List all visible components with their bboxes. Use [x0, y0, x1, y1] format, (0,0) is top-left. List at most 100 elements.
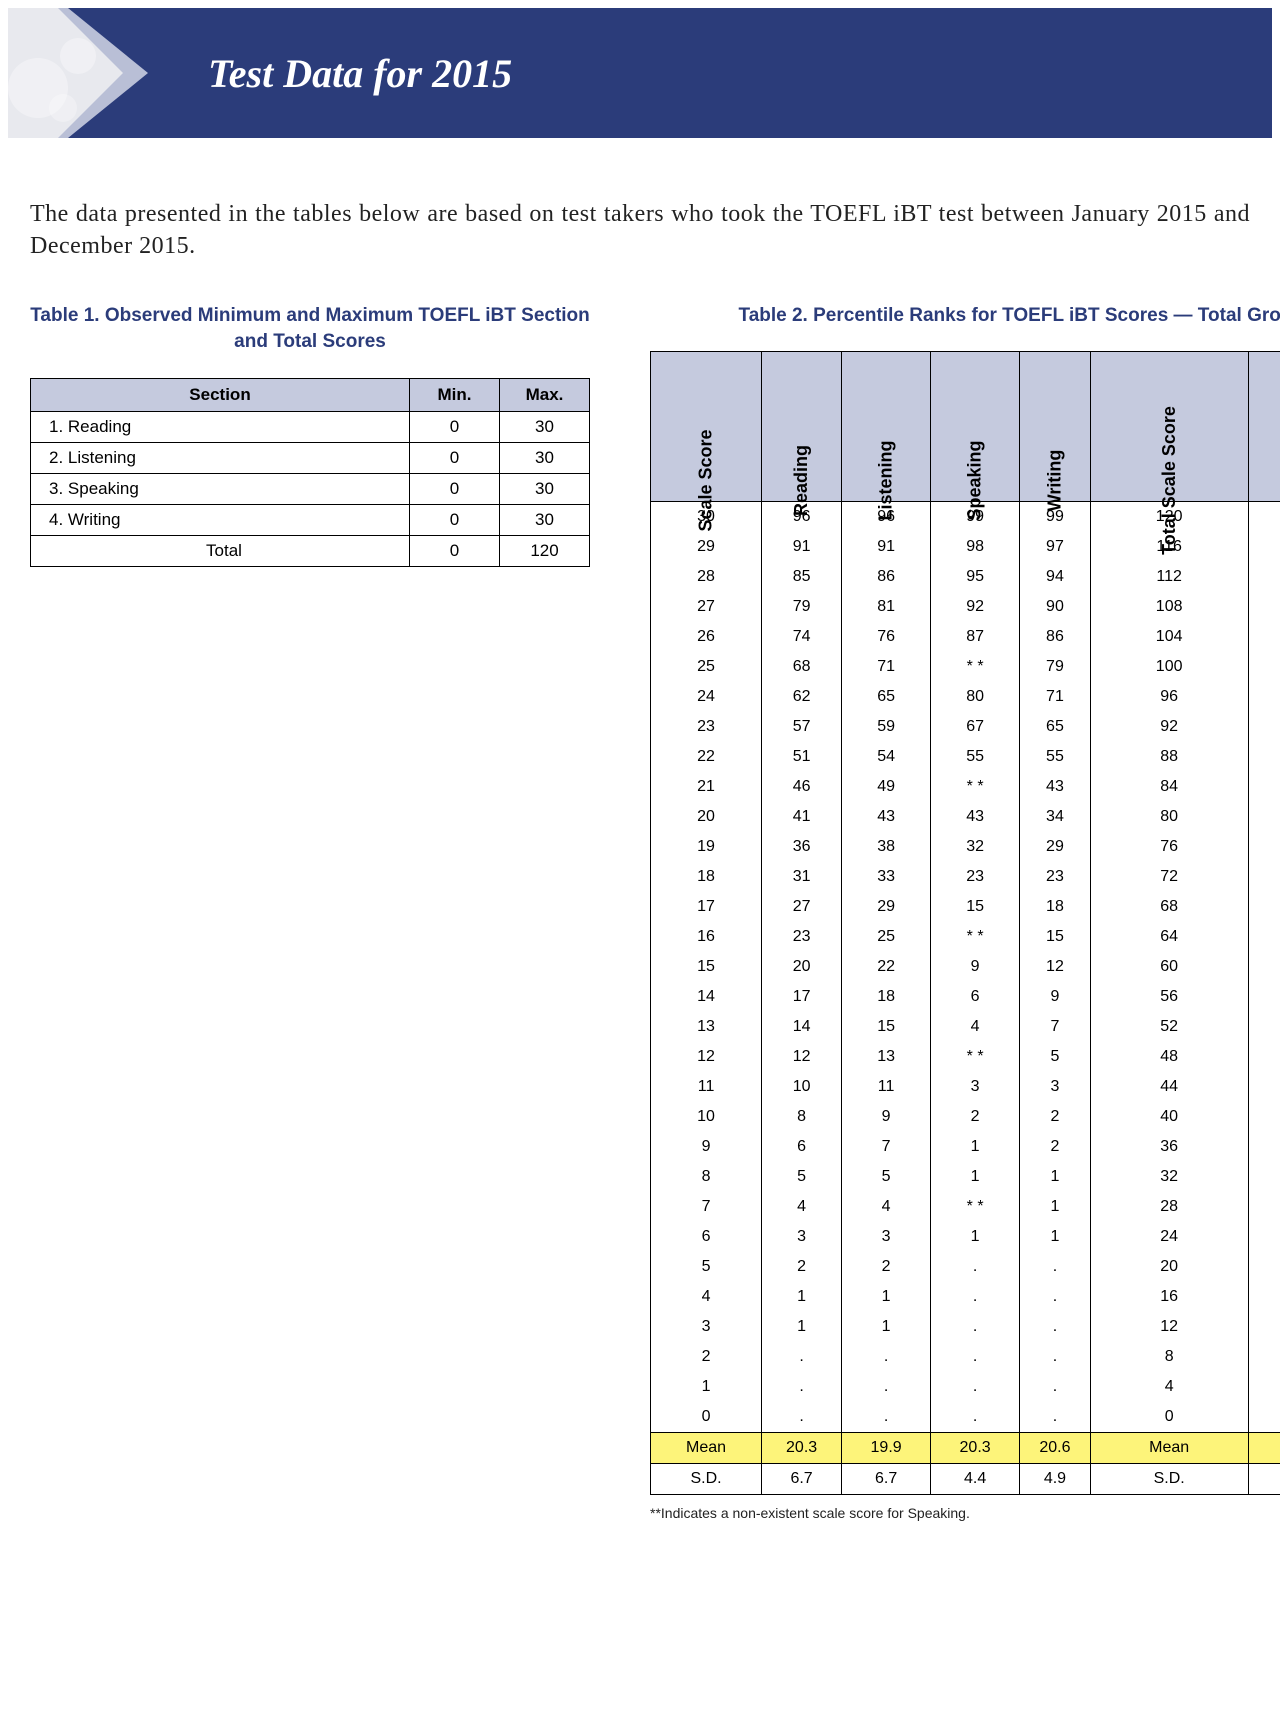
table2-cell: 48: [1090, 1042, 1248, 1072]
table2-cell: 60: [1090, 952, 1248, 982]
table2-cell: 9: [931, 952, 1020, 982]
table-row: 2. Listening030: [31, 442, 590, 473]
table2-cell: 3: [651, 1312, 762, 1342]
table2-cell: 71: [1020, 682, 1091, 712]
table2-header-label: Writing: [1044, 450, 1065, 512]
table-row: 141718695612: [651, 982, 1280, 1012]
table2-cell: 25: [651, 652, 762, 682]
table2-cell: 22: [842, 952, 931, 982]
table2-cell: * *: [931, 772, 1020, 802]
table2-cell: .: [762, 1372, 842, 1402]
table2-header-label: Speaking: [965, 441, 986, 521]
table-row: 1....4.: [651, 1372, 1280, 1402]
table2-sd-cell: 20: [1248, 1464, 1280, 1495]
table1: Section Min. Max. 1. Reading0302. Listen…: [30, 378, 590, 567]
table-row: 288586959411297: [651, 562, 1280, 592]
table2-cell: 27: [762, 892, 842, 922]
table2-cell: 1: [931, 1132, 1020, 1162]
table2-cell: 9: [1248, 1012, 1280, 1042]
table2-cell: 26: [651, 622, 762, 652]
table2-cell: 64: [1090, 922, 1248, 952]
table2-cell: 3: [931, 1072, 1020, 1102]
table-row: 4. Writing030: [31, 504, 590, 535]
table-row: 299191989711699: [651, 532, 1280, 562]
table2-cell: 108: [1090, 592, 1248, 622]
table2-cell: 23: [1020, 862, 1091, 892]
table2-cell: 97: [1248, 562, 1280, 592]
column-right: Table 2. Percentile Ranks for TOEFL iBT …: [650, 303, 1280, 1522]
table2-cell: 9: [1020, 982, 1091, 1012]
table1-cell-max: 30: [500, 442, 590, 473]
table2-cell: 76: [842, 622, 931, 652]
table2-cell: 7: [1020, 1012, 1091, 1042]
table2-cell: .: [1248, 1372, 1280, 1402]
table2-cell: 5: [651, 1252, 762, 1282]
table2-cell: 32: [931, 832, 1020, 862]
table-row: 411..16.: [651, 1282, 1280, 1312]
table2-cell: 1: [1020, 1192, 1091, 1222]
table2-cell: .: [1020, 1252, 1091, 1282]
table2-cell: 104: [1090, 622, 1248, 652]
table2-cell: 15: [1248, 952, 1280, 982]
table2-cell: 16: [651, 922, 762, 952]
table1-total-max: 120: [500, 535, 590, 566]
table-row: 311..12.: [651, 1312, 1280, 1342]
table-row: 23575967659266: [651, 712, 1280, 742]
table2-cell: .: [931, 1402, 1020, 1433]
table2-cell: 66: [1248, 712, 1280, 742]
content-area: Table 1. Observed Minimum and Maximum TO…: [0, 303, 1280, 1552]
table-row: 63311241: [651, 1222, 1280, 1252]
table2-cell: 2: [1248, 1132, 1280, 1162]
table2-cell: 44: [1090, 1072, 1248, 1102]
table-row: 1520229126015: [651, 952, 1280, 982]
table2-cell: .: [931, 1282, 1020, 1312]
table2-cell: 40: [1090, 1102, 1248, 1132]
table2-cell: 58: [1248, 742, 1280, 772]
table2-header-label: Total Scale Score: [1159, 407, 1180, 556]
table2-cell: 52: [1090, 1012, 1248, 1042]
table2-cell: 51: [762, 742, 842, 772]
table2-cell: .: [1020, 1312, 1091, 1342]
table1-total-min: 0: [410, 535, 500, 566]
table-row: 11101133445: [651, 1072, 1280, 1102]
table2-cell: 23: [931, 862, 1020, 892]
table2-cell: .: [1020, 1342, 1091, 1372]
table2-sd-cell: 6.7: [842, 1464, 931, 1495]
table2-cell: 29: [651, 532, 762, 562]
table2-cell: 4: [1090, 1372, 1248, 1402]
table2-cell: 97: [1020, 532, 1091, 562]
table1-header-min: Min.: [410, 378, 500, 411]
table2-cell: 65: [842, 682, 931, 712]
table2-cell: 3: [1020, 1072, 1091, 1102]
table2-cell: 28: [1090, 1192, 1248, 1222]
table2-cell: .: [842, 1402, 931, 1433]
table2-cell: 80: [1090, 802, 1248, 832]
table2-cell: 76: [1090, 832, 1248, 862]
table2-cell: 25: [842, 922, 931, 952]
table1-total-row: Total0120: [31, 535, 590, 566]
table2-cell: 21: [651, 772, 762, 802]
table2-cell: 86: [1020, 622, 1091, 652]
table-row: 13141547529: [651, 1012, 1280, 1042]
table2-cell: 67: [931, 712, 1020, 742]
table-row: 85511322: [651, 1162, 1280, 1192]
table2-cell: .: [931, 1312, 1020, 1342]
table-row: 22515455558858: [651, 742, 1280, 772]
table2-cell: 4: [762, 1192, 842, 1222]
table2-cell: 2: [931, 1102, 1020, 1132]
table2-cell: 0: [1090, 1402, 1248, 1433]
table2-cell: 15: [1020, 922, 1091, 952]
table2-cell: 2: [762, 1252, 842, 1282]
table-row: 24626580719673: [651, 682, 1280, 712]
table2-header-label: Listening: [876, 441, 897, 521]
table2-cell: 12: [1090, 1312, 1248, 1342]
table2-cell: 20: [651, 802, 762, 832]
table2-mean-cell: Mean: [651, 1433, 762, 1464]
table2-cell: 81: [842, 592, 931, 622]
table2-cell: 18: [1020, 892, 1091, 922]
table2-cell: 3: [842, 1222, 931, 1252]
table2-cell: 55: [1020, 742, 1091, 772]
table2-cell: 50: [1248, 772, 1280, 802]
table2-cell: .: [1248, 1252, 1280, 1282]
table2-cell: 9: [651, 1132, 762, 1162]
